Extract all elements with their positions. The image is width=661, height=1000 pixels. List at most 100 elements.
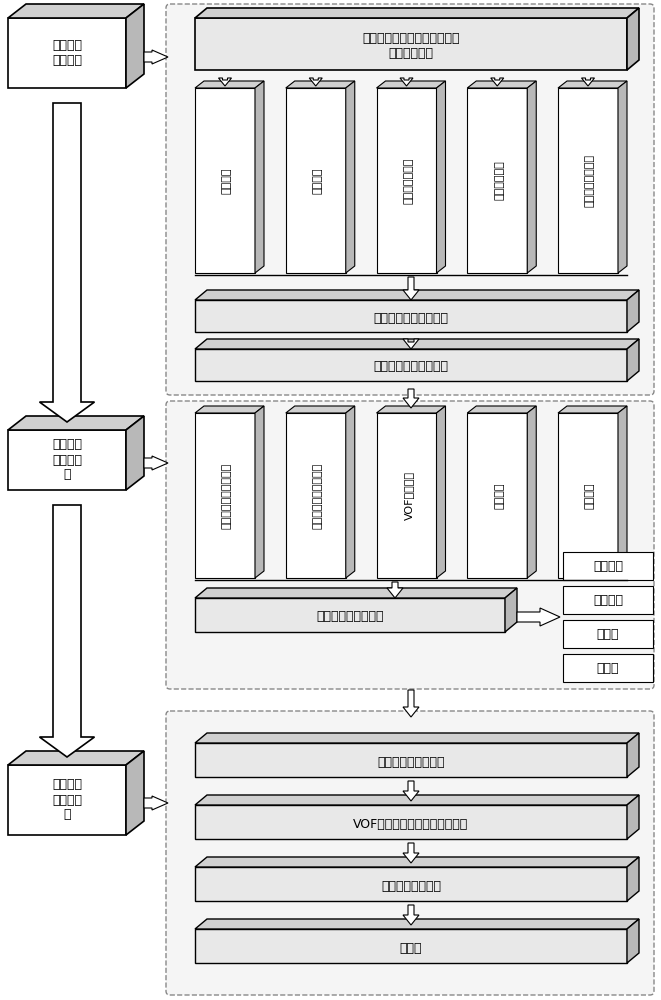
Polygon shape (627, 339, 639, 381)
Polygon shape (195, 300, 627, 332)
Polygon shape (286, 81, 355, 88)
Polygon shape (403, 389, 419, 408)
Polygon shape (195, 18, 627, 70)
Polygon shape (8, 4, 144, 18)
Text: 土石坝枢组区渗流场: 土石坝枢组区渗流场 (316, 610, 384, 624)
Text: 三维渗流
场数值模
拟: 三维渗流 场数值模 拟 (52, 438, 82, 482)
Text: 扬压力: 扬压力 (597, 628, 619, 641)
Text: 浸润面: 浸润面 (400, 942, 422, 954)
Polygon shape (346, 406, 355, 578)
Polygon shape (144, 456, 168, 470)
Text: 水力梯度: 水力梯度 (593, 593, 623, 606)
Text: 渗透参数: 渗透参数 (585, 482, 595, 509)
Polygon shape (144, 50, 168, 64)
Polygon shape (403, 690, 419, 717)
Polygon shape (582, 78, 594, 86)
Polygon shape (195, 81, 264, 88)
Polygon shape (195, 857, 639, 867)
Text: 水气两相的交界面: 水气两相的交界面 (381, 880, 441, 892)
Bar (563, 552, 653, 580)
Bar (563, 620, 653, 648)
Text: 坝体模型: 坝体模型 (222, 167, 232, 194)
Polygon shape (558, 413, 618, 578)
Polygon shape (126, 4, 144, 88)
Polygon shape (144, 796, 168, 810)
Text: 三维精细
地质模型: 三维精细 地质模型 (52, 39, 82, 67)
FancyBboxPatch shape (166, 711, 654, 995)
Polygon shape (400, 78, 413, 86)
Text: 渗漏量: 渗漏量 (597, 662, 619, 674)
Polygon shape (627, 733, 639, 777)
Polygon shape (195, 88, 255, 273)
Polygon shape (286, 413, 346, 578)
Polygon shape (195, 8, 639, 18)
Polygon shape (195, 413, 255, 578)
Polygon shape (195, 795, 639, 805)
Text: 渗控结构模型: 渗控结构模型 (494, 161, 504, 200)
Polygon shape (467, 81, 536, 88)
Polygon shape (490, 78, 504, 86)
Polygon shape (195, 598, 505, 632)
Polygon shape (627, 857, 639, 901)
Text: 三维渗流计算数学模型: 三维渗流计算数学模型 (313, 462, 323, 529)
Polygon shape (387, 582, 403, 598)
Polygon shape (286, 88, 346, 273)
Polygon shape (627, 290, 639, 332)
Polygon shape (627, 919, 639, 963)
Polygon shape (286, 406, 355, 413)
Text: 地层模型: 地层模型 (313, 167, 323, 194)
Text: 水利枢纽坝区多源地质数据和
大坝设计资料: 水利枢纽坝区多源地质数据和 大坝设计资料 (362, 32, 460, 60)
Polygon shape (255, 81, 264, 273)
Polygon shape (505, 588, 517, 632)
Polygon shape (195, 406, 264, 413)
Polygon shape (195, 290, 639, 300)
Polygon shape (377, 81, 446, 88)
Polygon shape (346, 81, 355, 273)
FancyBboxPatch shape (166, 401, 654, 689)
Polygon shape (558, 88, 618, 273)
Polygon shape (377, 413, 436, 578)
Polygon shape (8, 18, 126, 88)
Polygon shape (403, 339, 419, 349)
Polygon shape (126, 416, 144, 490)
Text: 三维渗流计算网格模型: 三维渗流计算网格模型 (373, 360, 449, 373)
Text: 坝体浸润
面求解分
析: 坝体浸润 面求解分 析 (52, 778, 82, 822)
Polygon shape (8, 416, 144, 430)
Polygon shape (377, 88, 436, 273)
Polygon shape (467, 88, 527, 273)
Polygon shape (377, 406, 446, 413)
Polygon shape (436, 406, 446, 578)
Polygon shape (309, 78, 323, 86)
Polygon shape (195, 733, 639, 743)
Text: 边界条件: 边界条件 (494, 482, 504, 509)
Polygon shape (403, 843, 419, 863)
Polygon shape (527, 81, 536, 273)
Polygon shape (8, 765, 126, 835)
Polygon shape (195, 929, 627, 963)
Polygon shape (195, 349, 627, 381)
Polygon shape (255, 406, 264, 578)
Polygon shape (403, 905, 419, 925)
Polygon shape (195, 805, 627, 839)
Polygon shape (627, 795, 639, 839)
Polygon shape (403, 781, 419, 801)
Polygon shape (467, 406, 536, 413)
Polygon shape (195, 743, 627, 777)
Polygon shape (8, 751, 144, 765)
Bar (563, 586, 653, 614)
Polygon shape (40, 505, 95, 757)
Text: 三维裂隙网络模型: 三维裂隙网络模型 (585, 154, 595, 207)
FancyBboxPatch shape (166, 4, 654, 395)
Text: 三维精细地质统一模型: 三维精细地质统一模型 (373, 312, 449, 324)
Polygon shape (618, 81, 627, 273)
Polygon shape (8, 430, 126, 490)
Polygon shape (558, 406, 627, 413)
Polygon shape (436, 81, 446, 273)
Polygon shape (467, 413, 527, 578)
Text: 不良地质体模型: 不良地质体模型 (403, 157, 414, 204)
Polygon shape (195, 339, 639, 349)
Text: 土石坝枢组区渗流场: 土石坝枢组区渗流场 (377, 756, 445, 768)
Polygon shape (517, 608, 560, 626)
Text: 水头分布: 水头分布 (593, 560, 623, 572)
Polygon shape (527, 406, 536, 578)
